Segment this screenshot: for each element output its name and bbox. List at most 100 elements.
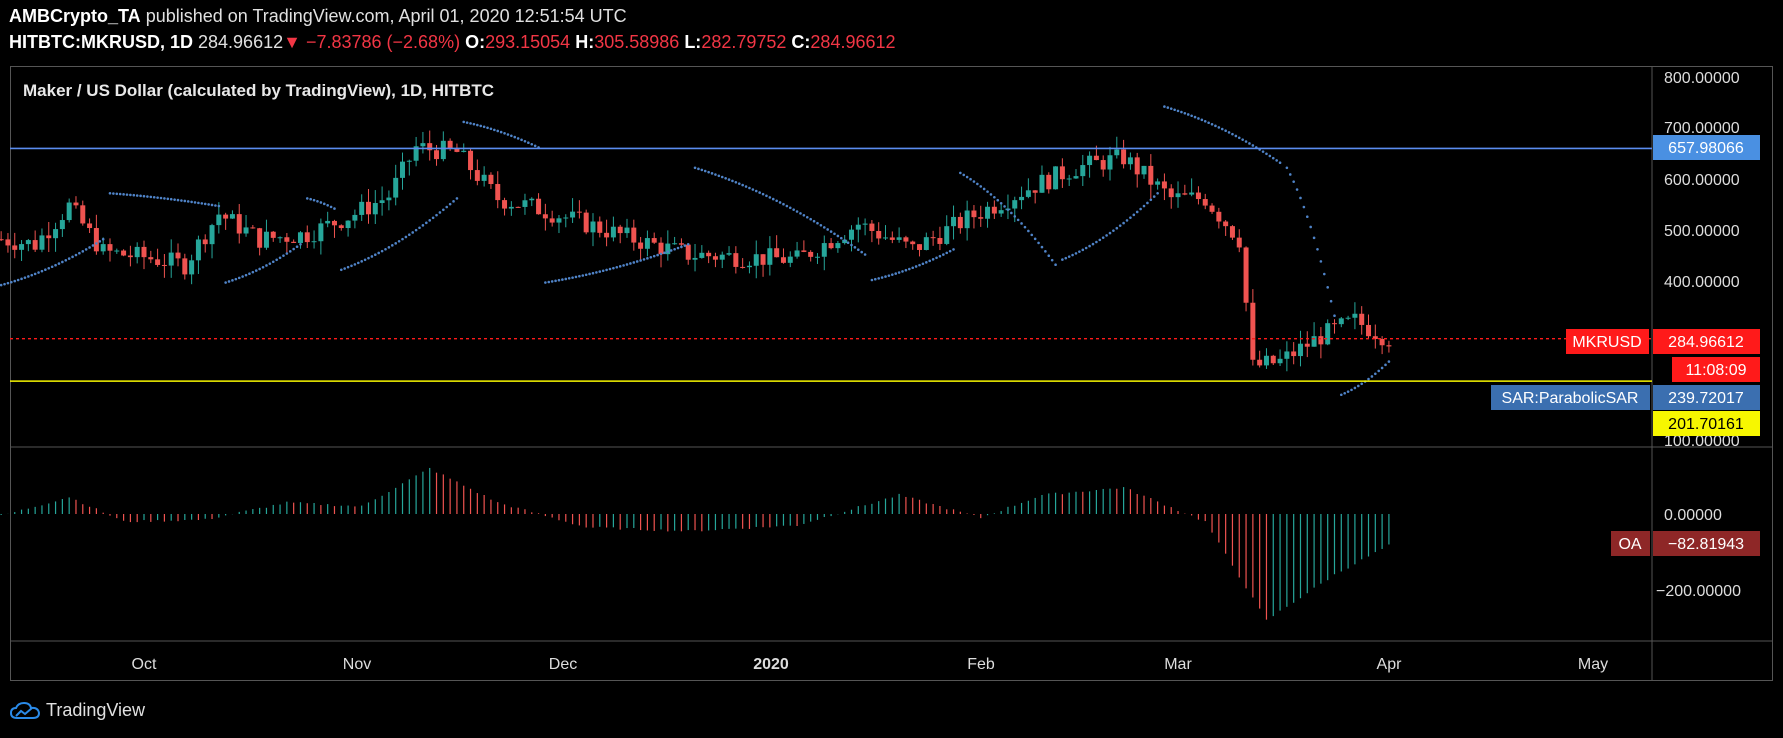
tradingview-logo[interactable]: TradingView (10, 700, 145, 721)
sar-dot (465, 121, 469, 124)
candle-body (447, 140, 453, 149)
candle-body (406, 160, 412, 162)
sar-dot (30, 273, 34, 277)
sar-dot (1101, 236, 1105, 239)
sar-dot (962, 173, 966, 177)
sar-dot (625, 263, 629, 266)
x-tick-oct: Oct (132, 656, 157, 673)
candle-body (1284, 351, 1290, 359)
sar-dot (567, 277, 571, 280)
candle-body (1039, 174, 1045, 193)
resistance-badge: 657.98066 (1653, 135, 1760, 160)
low-label: L: (684, 32, 702, 52)
sar-dot (503, 131, 506, 135)
sar-dot (1163, 105, 1166, 108)
sar-dot (1122, 221, 1125, 225)
candle-body (910, 241, 916, 245)
sar-dot (452, 200, 455, 203)
sar-dot (1305, 215, 1309, 218)
candle-body (1250, 302, 1256, 360)
candle-body (1386, 345, 1392, 347)
sar-dot (778, 201, 782, 204)
candle-body (760, 254, 766, 265)
sar-dot (135, 194, 139, 197)
candle-body (889, 237, 895, 240)
sar-dot (676, 246, 680, 250)
sar-dot (373, 253, 377, 257)
sar-dot (1064, 256, 1068, 260)
candle-body (87, 223, 93, 229)
candle-body (1032, 190, 1038, 193)
sar-dot (180, 199, 183, 202)
candle-body (746, 265, 752, 268)
sar-dot (571, 276, 574, 279)
sar-dot (741, 183, 744, 187)
sar-dot (1207, 121, 1210, 125)
sar-dot (1115, 226, 1119, 230)
candle-body (1223, 221, 1229, 227)
sar-dot (210, 203, 214, 207)
candle-body (121, 250, 127, 256)
sar-dot (1339, 393, 1343, 397)
sar-dot (1088, 244, 1091, 248)
sar-dot (652, 254, 656, 258)
sar-dot (1091, 242, 1095, 246)
sar-dot (1044, 250, 1047, 253)
sar-dot (771, 197, 775, 201)
sar-dot (1135, 210, 1139, 214)
candle-body (740, 266, 746, 268)
candle-body (944, 226, 950, 244)
countdown-value: 11:08:09 (1685, 362, 1746, 379)
author-name[interactable]: AMBCrypto_TA (9, 6, 141, 26)
sar-dot (309, 197, 312, 201)
sar-dot (408, 233, 411, 237)
sar-dot (1370, 375, 1374, 378)
sar-dot (268, 262, 272, 265)
sar-dot (669, 249, 673, 252)
sar-dot (727, 178, 731, 181)
resistance-value: 657.98066 (1668, 140, 1744, 157)
sar-dot (1220, 127, 1224, 131)
sar-dot (258, 267, 261, 271)
candle-body (951, 216, 957, 227)
sar-dot (1380, 366, 1384, 370)
sar-dot (1146, 201, 1149, 205)
candle-body (923, 237, 929, 250)
sar-dot (84, 248, 88, 251)
sar-dot (510, 134, 513, 138)
sar-dot (370, 255, 374, 258)
close-value: 284.96612 (810, 32, 896, 52)
candle-body (658, 242, 664, 255)
sar-dot (214, 204, 217, 207)
sar-dot (1129, 216, 1132, 219)
sar-dot (761, 192, 765, 196)
sar-dot (78, 251, 81, 255)
sar-dot (1384, 363, 1387, 367)
sar-dot (493, 128, 496, 132)
candle-body (1243, 247, 1249, 303)
candle-body (73, 202, 79, 206)
sar-dot (438, 211, 442, 214)
candle-body (195, 239, 201, 261)
sar-dot (986, 190, 989, 193)
candle-body (93, 228, 99, 252)
sar-dot (1013, 215, 1017, 218)
candle-body (1100, 160, 1106, 170)
sar-dot (1248, 142, 1251, 145)
sar-dot (384, 247, 387, 251)
candle-body (345, 220, 351, 229)
candle-body (1093, 155, 1099, 161)
candle-body (161, 264, 167, 266)
candle-body (699, 252, 705, 258)
x-tick-apr: Apr (1377, 656, 1403, 673)
candle-body (794, 250, 800, 257)
sar-dot (411, 231, 415, 234)
candle-body (780, 257, 786, 263)
sar-dot (554, 279, 557, 283)
candle-body (352, 214, 358, 221)
candle-body (529, 198, 535, 201)
sar-dot (911, 266, 915, 270)
candle-body (427, 143, 433, 151)
parabolic-sar-series (0, 105, 1391, 397)
